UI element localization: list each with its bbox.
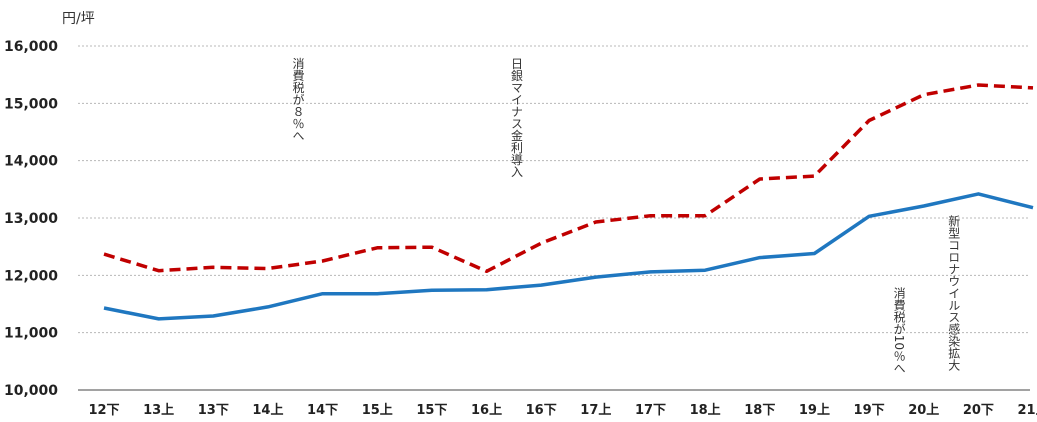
x-tick-label: 15下 xyxy=(416,403,447,418)
y-axis-unit-label: 円/坪 xyxy=(62,11,95,27)
y-tick-label: 12,000 xyxy=(4,268,58,284)
x-tick-label: 19下 xyxy=(854,403,885,418)
x-tick-label: 12下 xyxy=(88,403,119,418)
y-tick-label: 15,000 xyxy=(4,96,58,112)
x-tick-labels: 12下 13上 13下 14上 14下 15上 15下 16上 16下 17上 17下 18上 18下 1… xyxy=(88,403,1037,418)
x-tick-label: 21上 xyxy=(1018,403,1037,418)
x-tick-label: 17下 xyxy=(635,403,666,418)
x-tick-label: 13上 xyxy=(143,403,174,418)
x-tick-label: 17上 xyxy=(580,403,611,418)
x-tick-label: 15上 xyxy=(362,403,393,418)
x-tick-label: 14下 xyxy=(307,403,338,418)
y-tick-label: 14,000 xyxy=(4,154,58,170)
y-tick-label: 13,000 xyxy=(4,211,58,227)
annotation-4: 新型コロナウイルス感染拡大 xyxy=(947,214,961,371)
x-tick-label: 13下 xyxy=(198,403,229,418)
annotation-2: 日銀マイナス金利導入 xyxy=(510,57,524,177)
annotation-1: 消費税が８％へ xyxy=(291,57,305,141)
gridlines xyxy=(78,45,1030,391)
x-tick-label: 20下 xyxy=(963,403,994,418)
y-tick-label: 16,000 xyxy=(4,39,58,55)
series-lines xyxy=(103,83,1034,321)
x-tick-label: 18上 xyxy=(690,403,721,418)
x-tick-label: 20上 xyxy=(908,403,939,418)
annotation-3: 消費税が10％へ xyxy=(892,286,906,374)
y-tick-labels: 10,000 11,000 12,000 13,000 14,000 15,000 16,0… xyxy=(4,39,58,399)
x-tick-label: 18下 xyxy=(744,403,775,418)
series-line-1 xyxy=(103,83,1034,274)
x-tick-label: 16下 xyxy=(526,403,557,418)
y-tick-label: 11,000 xyxy=(4,326,58,342)
series-line-2 xyxy=(103,192,1034,321)
x-tick-label: 14上 xyxy=(252,403,283,418)
y-tick-label: 10,000 xyxy=(4,383,58,399)
x-tick-label: 16上 xyxy=(471,403,502,418)
x-tick-label: 19上 xyxy=(799,403,830,418)
